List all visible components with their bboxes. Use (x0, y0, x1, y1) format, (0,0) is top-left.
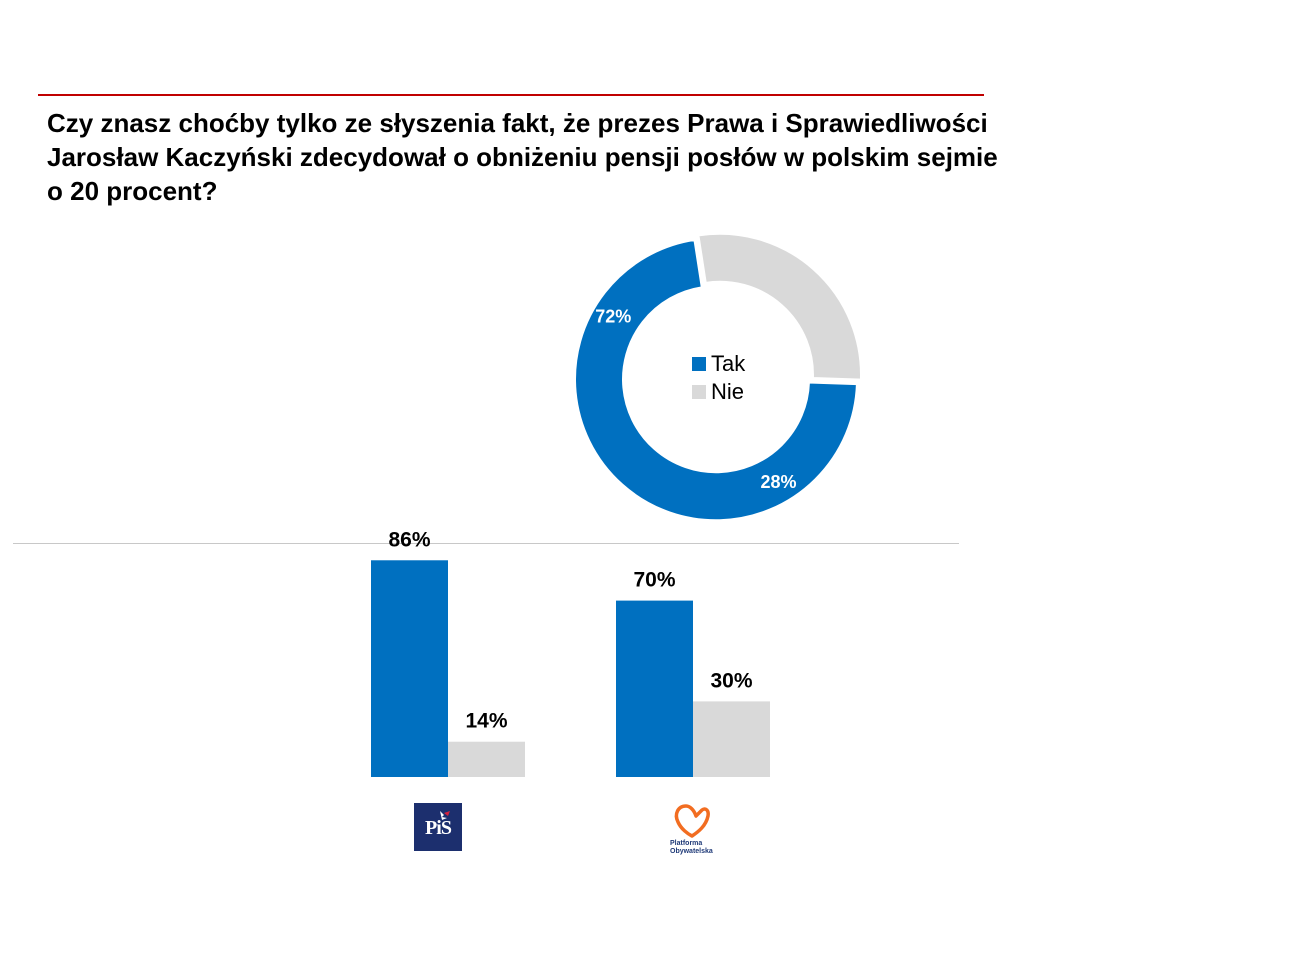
pis-logo-text: PiS (425, 817, 452, 839)
donut-slice-tak (574, 238, 858, 522)
title-line-2: Jarosław Kaczyński zdecydował o obniżeni… (47, 142, 998, 172)
legend-label-nie: Nie (711, 379, 744, 404)
title-line-3: o 20 procent? (47, 176, 218, 206)
po-logo-line-1: Platforma (670, 840, 703, 847)
title-line-1: Czy znasz choćby tylko ze słyszenia fakt… (47, 108, 988, 138)
donut-label-nie: 28% (760, 472, 796, 492)
platforma-obywatelska-logo: Platforma Obywatelska (666, 802, 722, 858)
po-logo-line-2: Obywatelska (670, 848, 713, 855)
pis-eagle-icon (440, 811, 450, 820)
legend-swatch-nie (692, 385, 706, 399)
po-heart-icon (674, 804, 710, 838)
chart-title: Czy znasz choćby tylko ze słyszenia fakt… (47, 106, 998, 208)
top-red-rule (38, 94, 984, 96)
donut-slice-nie (697, 232, 862, 381)
section-divider (13, 543, 959, 544)
donut-legend: Tak Nie (692, 351, 746, 404)
legend-label-tak: Tak (711, 351, 746, 376)
legend-swatch-tak (692, 357, 706, 371)
donut-label-tak: 72% (595, 307, 631, 327)
pis-logo: PiS (414, 803, 462, 851)
